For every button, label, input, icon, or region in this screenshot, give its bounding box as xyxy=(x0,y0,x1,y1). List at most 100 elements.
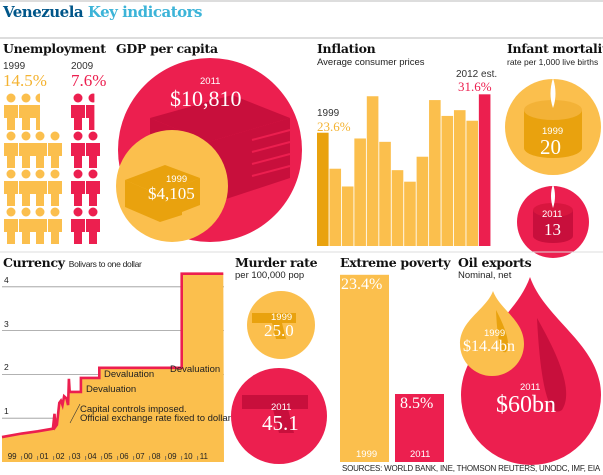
oil-2011-drop xyxy=(461,277,601,465)
murder-subtitle: per 100,000 pop xyxy=(235,270,305,281)
infant-year-a: 1999 xyxy=(542,126,564,137)
x-tick-label: 08 xyxy=(151,452,161,461)
murder-year-a: 1999 xyxy=(271,312,293,323)
x-tick-label: 09 xyxy=(167,452,177,461)
currency-line xyxy=(1,272,224,439)
x-tick-label: 05 xyxy=(103,452,113,461)
murder-heading: Murder rate xyxy=(235,255,318,270)
inflation-bar-2011 xyxy=(466,120,478,246)
person-icon xyxy=(71,169,85,206)
inflation-first-year: 1999 xyxy=(317,108,340,119)
unemployment-heading: Unemployment xyxy=(3,41,106,56)
inflation-bar-2000 xyxy=(329,168,342,246)
candle-icon xyxy=(533,184,573,243)
inflation-bar-2006 xyxy=(404,181,416,246)
infant-heading: Infant mortality xyxy=(507,41,603,56)
sources-note: SOURCES: WORLD BANK, INE, THOMSON REUTER… xyxy=(341,464,600,473)
y-tick-label: 2 xyxy=(4,362,9,373)
person-icon xyxy=(4,169,18,206)
page-title: Venezuela Key indicators xyxy=(3,3,203,21)
currency-heading: Currency Bolivars to one dollar xyxy=(3,255,142,270)
person-icon xyxy=(19,169,33,206)
currency-annotation: Devaluation xyxy=(170,364,221,375)
murder-value-b: 45.1 xyxy=(262,411,299,435)
inflation-last-value: 31.6% xyxy=(458,79,492,94)
currency-annotation: Official exchange rate fixed to dollar xyxy=(80,413,231,424)
oil-year-a: 1999 xyxy=(484,328,506,339)
inflation-bar-2001 xyxy=(341,186,354,246)
person-icon xyxy=(33,93,40,130)
inflation-bar-2012 est. xyxy=(478,94,491,246)
person-icon xyxy=(48,131,62,168)
person-icon xyxy=(86,93,95,130)
x-tick-label: 04 xyxy=(87,452,97,461)
infant-subtitle: rate per 1,000 live births xyxy=(507,57,599,67)
gun-icon xyxy=(252,313,296,339)
person-icon xyxy=(19,207,33,244)
oil-subtitle: Nominal, net xyxy=(458,270,512,281)
gdp-year-a: 1999 xyxy=(166,174,188,185)
currency-annotation: Capital controls imposed. xyxy=(80,404,187,415)
currency-title: Currency xyxy=(3,255,65,270)
inflation-first-value: 23.6% xyxy=(317,119,351,134)
drop-highlight-icon xyxy=(537,318,567,412)
y-tick-label: 3 xyxy=(4,318,9,329)
poverty-value-a: 23.4% xyxy=(341,276,383,293)
currency-subtitle: Bolivars to one dollar xyxy=(68,259,142,269)
oil-1999-drop xyxy=(460,291,524,376)
murder-value-a: 25.0 xyxy=(264,321,294,340)
inflation-bar-1999 xyxy=(317,132,329,246)
unemployment-pictogram xyxy=(4,93,100,244)
person-icon xyxy=(86,169,100,206)
murder-year-b: 2011 xyxy=(271,402,292,413)
poverty-bar-2011 xyxy=(395,394,444,462)
unemployment-value-a: 14.5% xyxy=(3,71,47,90)
infant-year-b: 2011 xyxy=(542,209,563,220)
inflation-bar-2007 xyxy=(416,156,429,246)
inflation-bar-2010 xyxy=(453,110,466,246)
poverty-year-a: 1999 xyxy=(356,449,378,460)
inflation-subtitle: Average consumer prices xyxy=(317,57,425,68)
x-tick-label: 11 xyxy=(199,452,208,461)
title-part2: Key indicators xyxy=(87,3,203,21)
person-icon xyxy=(71,93,85,130)
annotation-leader xyxy=(69,403,81,424)
person-icon xyxy=(33,131,47,168)
x-tick-label: 10 xyxy=(183,452,193,461)
person-icon xyxy=(48,169,62,206)
x-tick-label: 02 xyxy=(55,452,65,461)
inflation-last-year: 2012 est. xyxy=(456,69,498,80)
unemployment-year-b: 2009 xyxy=(71,61,94,72)
poverty-year-b: 2011 xyxy=(410,449,431,460)
gdp-value-b: $10,810 xyxy=(170,86,242,111)
poverty-bar-1999 xyxy=(340,274,389,462)
candle-icon xyxy=(524,78,582,158)
inflation-bar-2004 xyxy=(379,141,391,246)
x-tick-label: 01 xyxy=(39,452,49,461)
currency-annotation: Devaluation xyxy=(104,369,155,380)
y-tick-label: 1 xyxy=(4,406,9,417)
person-icon xyxy=(71,131,85,168)
person-icon xyxy=(86,207,100,244)
money-stack-small-icon xyxy=(125,165,200,222)
x-tick-label: 99 xyxy=(7,452,17,461)
x-tick-label: 06 xyxy=(119,452,129,461)
title-part1: Venezuela xyxy=(3,3,84,21)
gdp-heading: GDP per capita xyxy=(116,41,218,56)
person-icon xyxy=(86,131,100,168)
infant-value-a: 20 xyxy=(540,135,561,159)
x-tick-label: 00 xyxy=(23,452,33,461)
person-icon xyxy=(19,131,33,168)
inflation-bars xyxy=(317,94,491,247)
oil-value-a: $14.4bn xyxy=(463,338,515,355)
person-icon xyxy=(71,207,85,244)
y-tick-label: 4 xyxy=(4,274,9,285)
oil-year-b: 2011 xyxy=(520,382,541,393)
gun-icon xyxy=(242,395,308,433)
infant-value-b: 13 xyxy=(544,220,561,239)
gdp-value-a: $4,105 xyxy=(148,184,195,203)
inflation-bar-2009 xyxy=(441,115,454,246)
unemployment-year-a: 1999 xyxy=(3,61,26,72)
person-icon xyxy=(48,207,62,244)
person-icon xyxy=(33,169,47,206)
